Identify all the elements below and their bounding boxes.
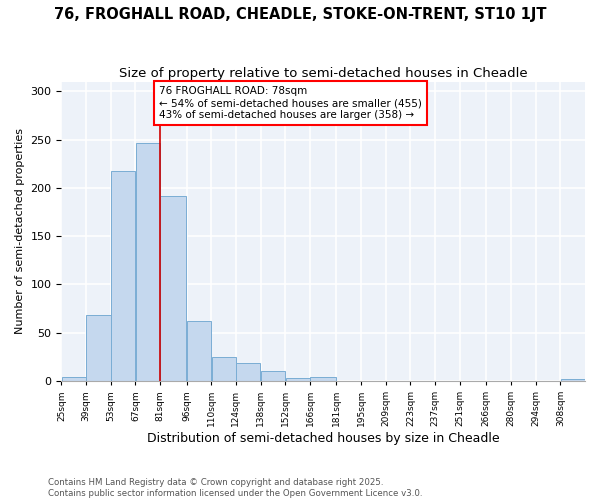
Bar bbox=[560, 379, 585, 381]
Bar bbox=[236, 362, 260, 381]
Title: Size of property relative to semi-detached houses in Cheadle: Size of property relative to semi-detach… bbox=[119, 68, 527, 80]
Bar bbox=[187, 321, 211, 381]
Text: 76 FROGHALL ROAD: 78sqm
← 54% of semi-detached houses are smaller (455)
43% of s: 76 FROGHALL ROAD: 78sqm ← 54% of semi-de… bbox=[159, 86, 422, 120]
Bar bbox=[160, 196, 187, 381]
Y-axis label: Number of semi-detached properties: Number of semi-detached properties bbox=[15, 128, 25, 334]
X-axis label: Distribution of semi-detached houses by size in Cheadle: Distribution of semi-detached houses by … bbox=[147, 432, 500, 445]
Bar bbox=[286, 378, 310, 381]
Bar bbox=[136, 144, 160, 381]
Bar bbox=[310, 377, 336, 381]
Text: 76, FROGHALL ROAD, CHEADLE, STOKE-ON-TRENT, ST10 1JT: 76, FROGHALL ROAD, CHEADLE, STOKE-ON-TRE… bbox=[54, 8, 546, 22]
Bar bbox=[62, 377, 86, 381]
Bar bbox=[111, 170, 135, 381]
Bar bbox=[86, 316, 110, 381]
Bar bbox=[212, 357, 236, 381]
Text: Contains HM Land Registry data © Crown copyright and database right 2025.
Contai: Contains HM Land Registry data © Crown c… bbox=[48, 478, 422, 498]
Bar bbox=[261, 372, 285, 381]
